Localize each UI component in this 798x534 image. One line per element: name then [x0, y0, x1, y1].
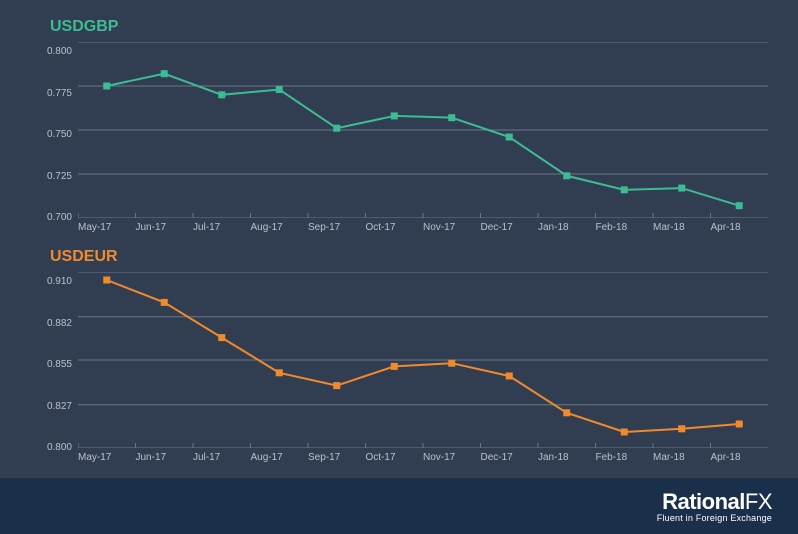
- series-line: [107, 280, 740, 432]
- data-marker: [218, 334, 225, 341]
- data-marker: [678, 425, 685, 432]
- root-container: USDGBP0.8000.7750.7500.7250.700May-17Jun…: [0, 0, 798, 534]
- brand-name: RationalFX: [657, 489, 772, 515]
- data-marker: [161, 70, 168, 77]
- chart-title-usdeur: USDEUR: [50, 248, 768, 266]
- x-tick-label: Nov-17: [423, 448, 481, 468]
- data-marker: [276, 369, 283, 376]
- x-axis: May-17Jun-17Jul-17Aug-17Sep-17Oct-17Nov-…: [78, 218, 768, 238]
- chart-usdeur: USDEUR 0.910 0.882 0.855 0.827 0.800 May-17Jun…: [30, 248, 768, 468]
- data-marker: [736, 202, 743, 209]
- footer-bar: RationalFX Fluent in Foreign Exchange: [0, 478, 798, 534]
- plot-column: May-17Jun-17Jul-17Aug-17Sep-17Oct-17Nov-…: [72, 272, 768, 468]
- x-tick-label: Jan-18: [538, 218, 596, 238]
- data-marker: [506, 373, 513, 380]
- data-marker: [448, 360, 455, 367]
- x-tick-label: Sep-17: [308, 218, 366, 238]
- data-marker: [103, 83, 110, 90]
- plot-surface: [78, 272, 768, 448]
- x-axis: May-17Jun-17Jul-17Aug-17Sep-17Oct-17Nov-…: [78, 448, 768, 468]
- x-tick-label: Feb-18: [596, 448, 654, 468]
- plot-surface: [78, 42, 768, 218]
- x-tick-label: Apr-18: [711, 218, 769, 238]
- x-tick-label: Dec-17: [481, 448, 539, 468]
- x-tick-label: Jan-18: [538, 448, 596, 468]
- x-tick-label: Aug-17: [251, 218, 309, 238]
- y-tick-label: 0.750: [47, 130, 72, 140]
- x-tick-label: Mar-18: [653, 448, 711, 468]
- data-marker: [103, 277, 110, 284]
- y-axis: 0.800 0.775 0.750 0.725 0.700: [30, 42, 72, 238]
- data-marker: [678, 185, 685, 192]
- plot-column: May-17Jun-17Jul-17Aug-17Sep-17Oct-17Nov-…: [72, 42, 768, 238]
- x-tick-label: Sep-17: [308, 448, 366, 468]
- x-tick-label: Apr-18: [711, 448, 769, 468]
- x-tick-label: Jun-17: [136, 218, 194, 238]
- data-marker: [391, 363, 398, 370]
- series-line: [107, 74, 740, 206]
- chart-usdgbp: USDGBP 0.800 0.775 0.750 0.725 0.700 May-17Jun…: [30, 18, 768, 238]
- x-tick-label: Oct-17: [366, 218, 424, 238]
- data-marker: [621, 429, 628, 436]
- y-tick-label: 0.882: [47, 319, 72, 329]
- y-tick-label: 0.910: [47, 277, 72, 287]
- x-tick-label: Oct-17: [366, 448, 424, 468]
- data-marker: [218, 91, 225, 98]
- x-tick-label: Aug-17: [251, 448, 309, 468]
- data-marker: [506, 134, 513, 141]
- data-marker: [161, 299, 168, 306]
- y-tick-label: 0.775: [47, 89, 72, 99]
- y-tick-label: 0.800: [47, 47, 72, 57]
- y-tick-label: 0.800: [47, 443, 72, 453]
- plot-wrap: 0.910 0.882 0.855 0.827 0.800 May-17Jun-17Jul…: [30, 272, 768, 468]
- y-axis: 0.910 0.882 0.855 0.827 0.800: [30, 272, 72, 468]
- x-tick-label: Jul-17: [193, 448, 251, 468]
- chart-svg: [78, 272, 768, 448]
- x-tick-label: Feb-18: [596, 218, 654, 238]
- data-marker: [563, 409, 570, 416]
- x-tick-label: Dec-17: [481, 218, 539, 238]
- data-marker: [621, 186, 628, 193]
- y-tick-label: 0.700: [47, 213, 72, 223]
- chart-area: USDGBP0.8000.7750.7500.7250.700May-17Jun…: [0, 0, 798, 478]
- chart-svg: [78, 42, 768, 218]
- y-tick-label: 0.725: [47, 172, 72, 182]
- x-tick-label: Jun-17: [136, 448, 194, 468]
- x-tick-label: Nov-17: [423, 218, 481, 238]
- brand-tagline: Fluent in Foreign Exchange: [657, 513, 772, 523]
- y-tick-label: 0.855: [47, 360, 72, 370]
- data-marker: [333, 382, 340, 389]
- plot-wrap: 0.800 0.775 0.750 0.725 0.700 May-17Jun-17Jul…: [30, 42, 768, 238]
- data-marker: [276, 86, 283, 93]
- x-tick-label: May-17: [78, 218, 136, 238]
- brand-logo: RationalFX Fluent in Foreign Exchange: [657, 489, 772, 523]
- x-tick-label: May-17: [78, 448, 136, 468]
- x-tick-label: Jul-17: [193, 218, 251, 238]
- data-marker: [333, 125, 340, 132]
- brand-name-light: FX: [745, 489, 772, 514]
- x-tick-label: Mar-18: [653, 218, 711, 238]
- y-tick-label: 0.827: [47, 402, 72, 412]
- data-marker: [563, 172, 570, 179]
- brand-name-bold: Rational: [662, 489, 745, 514]
- data-marker: [391, 112, 398, 119]
- data-marker: [736, 421, 743, 428]
- data-marker: [448, 114, 455, 121]
- chart-title-usdgbp: USDGBP: [50, 18, 768, 36]
